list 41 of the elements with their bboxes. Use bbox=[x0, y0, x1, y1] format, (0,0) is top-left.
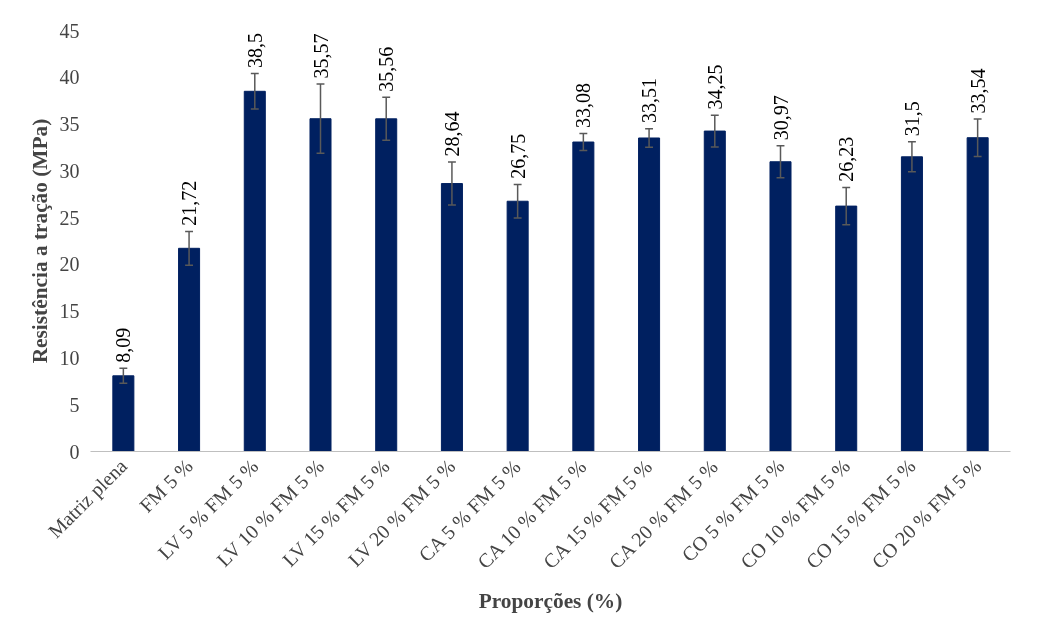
data-label: 33,51 bbox=[638, 78, 661, 124]
bar bbox=[375, 118, 398, 452]
data-label: 30,97 bbox=[769, 95, 792, 141]
bar bbox=[440, 183, 463, 452]
bar bbox=[638, 137, 661, 452]
bar bbox=[966, 137, 989, 452]
bar bbox=[243, 90, 266, 452]
y-tick-label: 10 bbox=[59, 346, 80, 369]
bar bbox=[703, 130, 726, 452]
data-label: 26,75 bbox=[506, 133, 529, 179]
data-label: 33,54 bbox=[966, 68, 989, 114]
data-label: 33,08 bbox=[572, 82, 595, 128]
y-axis-title: Resistência a tração (MPa) bbox=[27, 118, 52, 364]
y-tick-label: 35 bbox=[59, 113, 80, 136]
data-label: 35,56 bbox=[375, 46, 398, 92]
bar bbox=[309, 118, 332, 452]
data-label: 35,57 bbox=[309, 33, 332, 79]
y-tick-label: 20 bbox=[59, 253, 80, 276]
bar bbox=[835, 205, 858, 452]
y-tick-label: 0 bbox=[69, 440, 80, 463]
bar bbox=[900, 156, 923, 452]
y-tick-label: 40 bbox=[59, 66, 80, 89]
bar bbox=[506, 200, 529, 452]
data-label: 31,5 bbox=[900, 101, 923, 137]
data-label: 28,64 bbox=[440, 111, 463, 157]
x-tick-label: FM 5 % bbox=[134, 454, 197, 517]
bar bbox=[769, 161, 792, 452]
data-label: 38,5 bbox=[243, 32, 266, 68]
y-tick-label: 30 bbox=[59, 159, 80, 182]
y-tick-label: 25 bbox=[59, 206, 80, 229]
bar bbox=[112, 375, 135, 452]
data-label: 26,23 bbox=[835, 136, 858, 182]
data-label: 34,25 bbox=[703, 64, 726, 110]
data-label: 8,09 bbox=[112, 327, 135, 363]
y-tick-label: 15 bbox=[59, 300, 80, 323]
y-tick-label: 45 bbox=[59, 19, 80, 42]
bar bbox=[178, 247, 201, 452]
data-label: 21,72 bbox=[178, 180, 201, 226]
x-axis-title: Proporções (%) bbox=[478, 588, 623, 613]
bar bbox=[572, 141, 595, 452]
y-tick-label: 5 bbox=[69, 393, 80, 416]
